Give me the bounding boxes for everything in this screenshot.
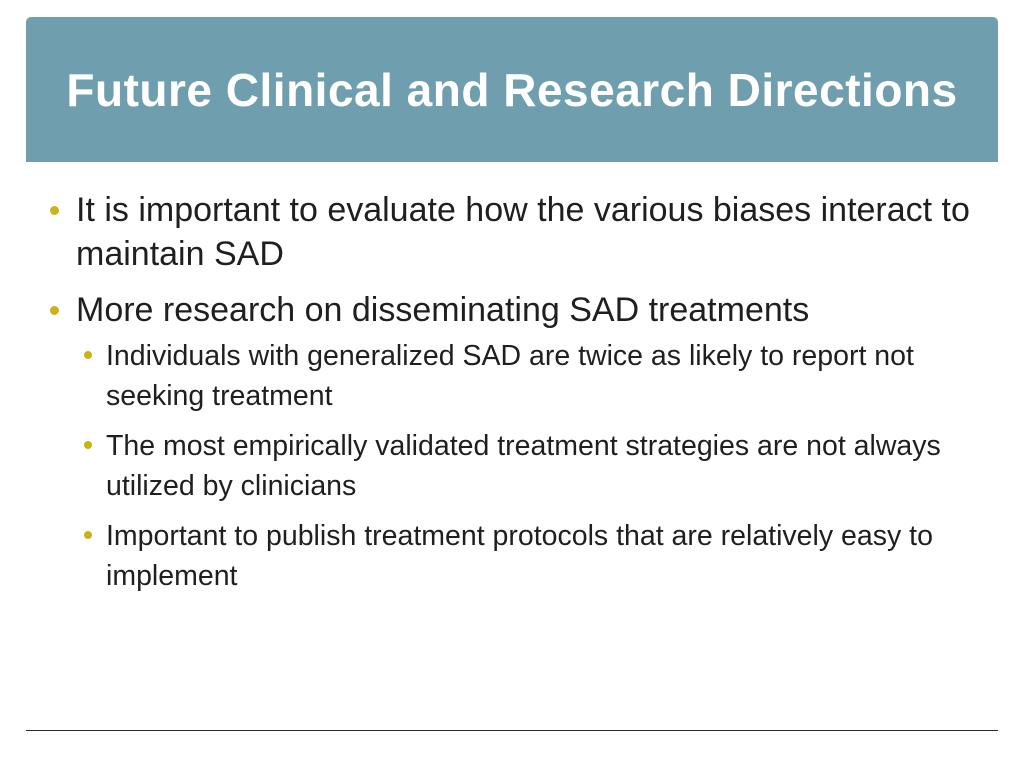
sub-bullet-item: Important to publish treatment protocols… bbox=[76, 516, 988, 596]
sub-bullet-list: Individuals with generalized SAD are twi… bbox=[76, 336, 988, 596]
bullet-item: More research on disseminating SAD treat… bbox=[48, 288, 988, 596]
bullet-dot-icon bbox=[84, 351, 92, 359]
bullet-item: It is important to evaluate how the vari… bbox=[48, 188, 988, 276]
bullet-list: It is important to evaluate how the vari… bbox=[48, 188, 988, 596]
bullet-dot-icon bbox=[84, 441, 92, 449]
title-band: Future Clinical and Research Directions bbox=[26, 17, 998, 162]
bullet-dot-icon bbox=[84, 531, 92, 539]
bullet-text: More research on disseminating SAD treat… bbox=[76, 291, 810, 329]
slide-title: Future Clinical and Research Directions bbox=[66, 63, 958, 116]
footer-divider bbox=[26, 730, 998, 731]
sub-bullet-item: The most empirically validated treatment… bbox=[76, 426, 988, 506]
slide-body: It is important to evaluate how the vari… bbox=[48, 188, 988, 608]
sub-bullet-text: Important to publish treatment protocols… bbox=[106, 520, 933, 592]
sub-bullet-text: Individuals with generalized SAD are twi… bbox=[106, 340, 914, 412]
bullet-text: It is important to evaluate how the vari… bbox=[76, 191, 970, 273]
sub-bullet-item: Individuals with generalized SAD are twi… bbox=[76, 336, 988, 416]
sub-bullet-text: The most empirically validated treatment… bbox=[106, 430, 941, 502]
bullet-dot-icon bbox=[50, 206, 59, 215]
bullet-dot-icon bbox=[50, 306, 59, 315]
